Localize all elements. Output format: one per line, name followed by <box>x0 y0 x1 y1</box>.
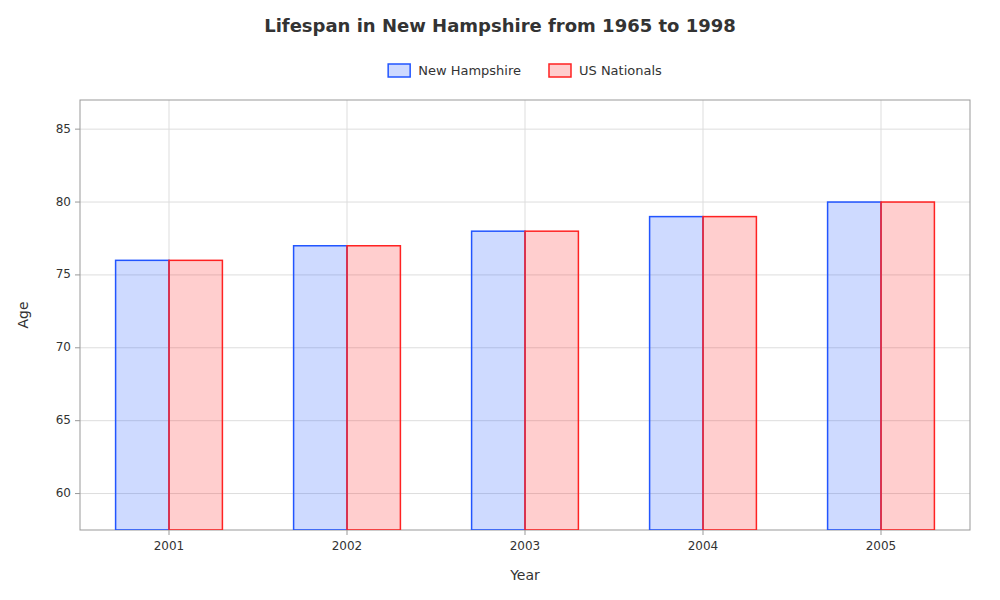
x-tick <box>347 530 348 535</box>
bar <box>828 202 881 530</box>
bar <box>525 231 578 530</box>
bars <box>116 202 935 530</box>
x-axis-label: Year <box>509 567 540 583</box>
x-tick-label: 2005 <box>866 539 897 553</box>
x-tick-label: 2003 <box>510 539 541 553</box>
x-tick-label: 2004 <box>688 539 719 553</box>
legend-label: US Nationals <box>579 63 662 78</box>
bar <box>169 260 222 530</box>
legend: New Hampshire US Nationals <box>388 63 662 78</box>
x-tick-label: 2002 <box>332 539 363 553</box>
y-tick-label: 80 <box>56 195 71 209</box>
bar <box>347 246 400 530</box>
y-tick <box>75 129 80 130</box>
bar <box>116 260 169 530</box>
chart-container: 60 65 70 75 80 85 2001 2002 2003 2004 2005 Year Age L… <box>0 0 1000 600</box>
chart: 60 65 70 75 80 85 2001 2002 2003 2004 2005 Year Age L… <box>0 0 1000 600</box>
y-axis-label: Age <box>15 301 31 328</box>
y-tick <box>75 493 80 494</box>
x-tick <box>881 530 882 535</box>
y-tick-label: 75 <box>56 267 71 281</box>
x-tick <box>525 530 526 535</box>
legend-swatch <box>549 64 571 77</box>
legend-swatch <box>388 64 410 77</box>
legend-item: US Nationals <box>549 63 662 78</box>
y-tick-label: 65 <box>56 413 71 427</box>
bar <box>703 217 756 530</box>
y-tick <box>75 274 80 275</box>
y-tick <box>75 202 80 203</box>
bar <box>881 202 934 530</box>
y-tick-label: 70 <box>56 340 71 354</box>
x-axis: 2001 2002 2003 2004 2005 <box>154 530 897 553</box>
bar <box>294 246 347 530</box>
legend-label: New Hampshire <box>418 63 521 78</box>
legend-item: New Hampshire <box>388 63 521 78</box>
x-tick <box>703 530 704 535</box>
x-tick <box>169 530 170 535</box>
x-tick-label: 2001 <box>154 539 185 553</box>
y-axis: 60 65 70 75 80 85 <box>56 122 80 500</box>
y-tick-label: 60 <box>56 486 71 500</box>
y-tick <box>75 420 80 421</box>
y-tick-label: 85 <box>56 122 71 136</box>
grid <box>80 100 970 530</box>
plot-frame <box>80 100 970 530</box>
y-tick <box>75 347 80 348</box>
title: Lifespan in New Hampshire from 1965 to 1… <box>264 15 736 36</box>
bar <box>472 231 525 530</box>
bar <box>650 217 703 530</box>
